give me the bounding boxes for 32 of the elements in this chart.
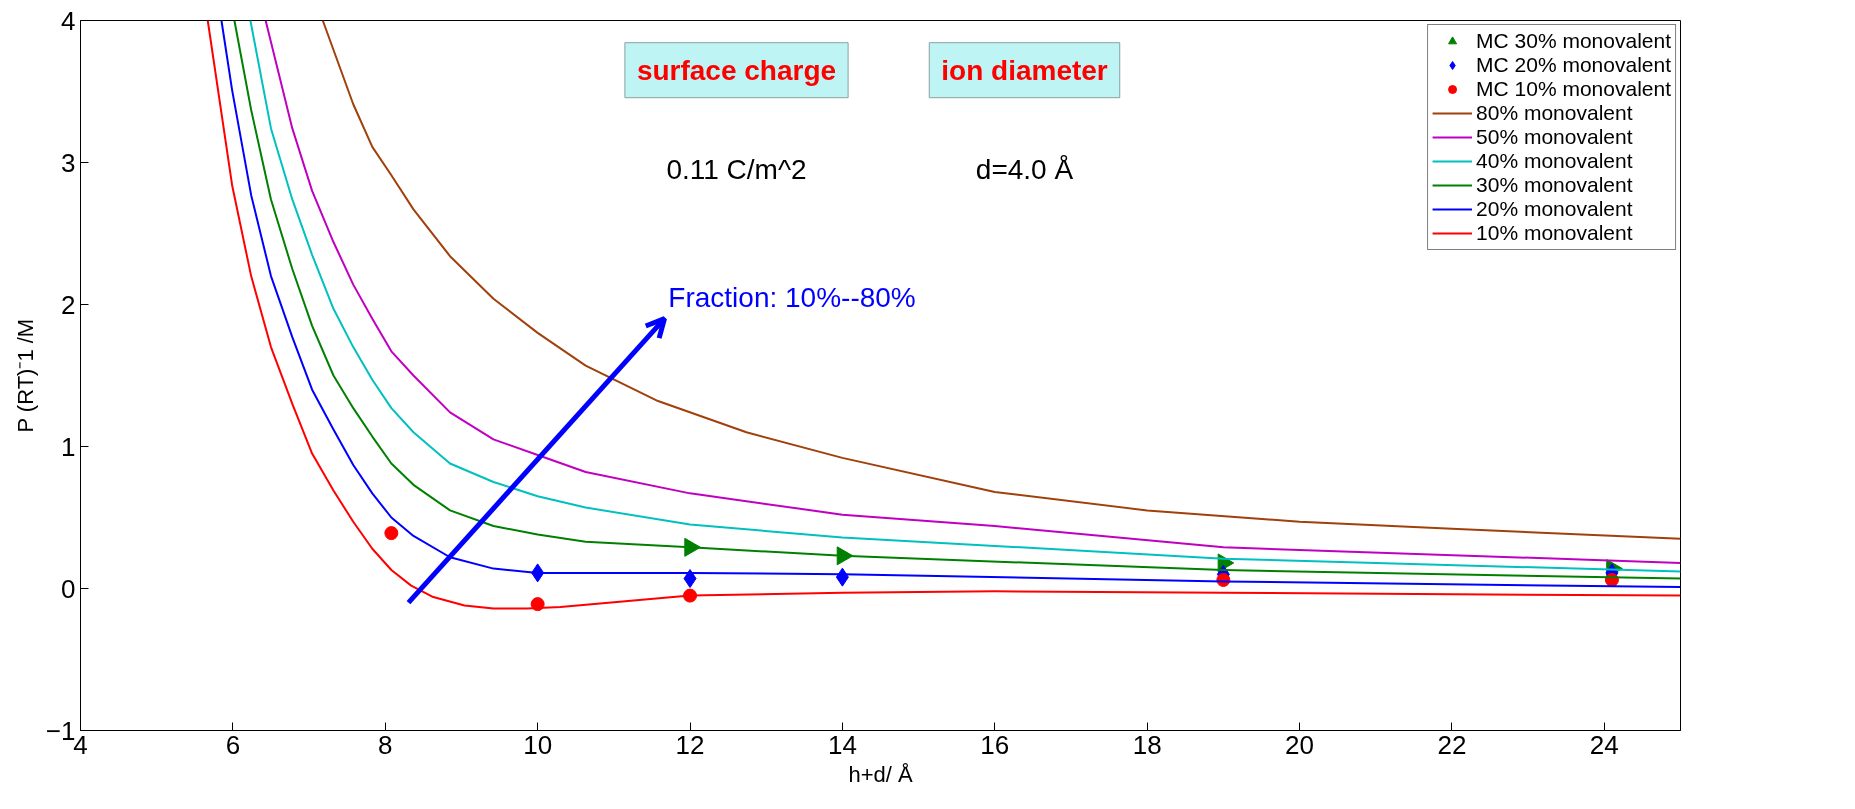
legend-label: MC 30% monovalent xyxy=(1476,29,1671,53)
y-tick-label: 3 xyxy=(61,147,76,178)
x-tick-label: 10 xyxy=(523,729,553,760)
x-tick-label: 6 xyxy=(225,729,241,760)
x-tick-label: 8 xyxy=(378,729,393,760)
y-tick-label: −1 xyxy=(45,715,76,746)
x-tick-label: 20 xyxy=(1285,729,1315,760)
legend-label: MC 20% monovalent xyxy=(1476,53,1671,77)
annotation: d=4.0 Å xyxy=(975,154,1074,186)
y-tick-label: 1 xyxy=(61,431,76,462)
annotation: Fraction: 10%--80% xyxy=(668,281,916,313)
y-tick-label: 2 xyxy=(61,289,76,320)
x-tick-label: 12 xyxy=(675,729,705,760)
annotation: surface charge xyxy=(636,54,837,86)
y-tick-label: 0 xyxy=(61,573,76,604)
x-tick-label: 24 xyxy=(1589,729,1619,760)
x-tick-label: 18 xyxy=(1132,729,1162,760)
annotation: ion diameter xyxy=(941,54,1108,86)
x-axis-title: h+d/ Å xyxy=(848,761,913,787)
y-axis-title: P (RT)⁻1 /M xyxy=(12,318,38,433)
y-tick-label: 4 xyxy=(61,5,76,36)
legend-label: 10% monovalent xyxy=(1476,221,1633,245)
legend-label: 20% monovalent xyxy=(1476,197,1633,221)
legend-label: 80% monovalent xyxy=(1476,101,1633,125)
legend-label: 40% monovalent xyxy=(1476,149,1633,173)
legend-label: 50% monovalent xyxy=(1476,125,1633,149)
x-tick-label: 16 xyxy=(980,729,1010,760)
legend-label: MC 10% monovalent xyxy=(1476,77,1671,101)
annotation: 0.11 C/m^2 xyxy=(666,154,807,186)
legend-label: 30% monovalent xyxy=(1476,173,1633,197)
x-tick-label: 22 xyxy=(1437,729,1467,760)
x-tick-label: 14 xyxy=(827,729,857,760)
